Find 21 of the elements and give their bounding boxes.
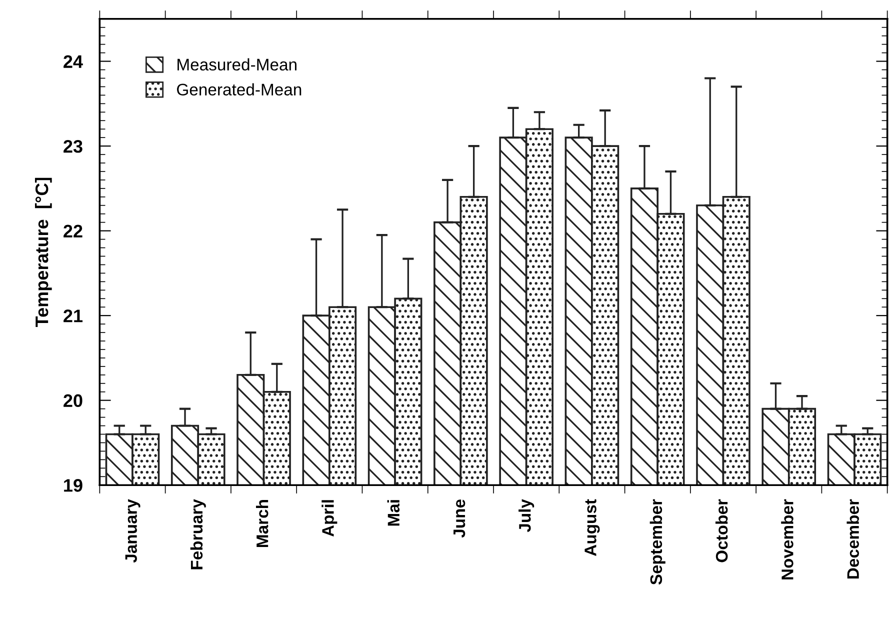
y-tick-label: 21 [64, 310, 83, 322]
x-tick-label: March [256, 500, 268, 547]
x-tick-label: January [125, 499, 140, 563]
x-tick-label: August [584, 499, 600, 556]
x-tick-label: April [322, 500, 338, 537]
y-tick-label: 20 [64, 394, 82, 408]
y-axis-title: Temperature [°C] [34, 178, 52, 327]
x-tick-label: November [781, 499, 794, 580]
x-tick-label: June [454, 500, 466, 538]
legend-label: Generated-Mean [177, 83, 302, 96]
legend-label: Measured-Mean [178, 58, 296, 71]
x-tick-label: February [190, 499, 206, 570]
y-tick-label: 22 [64, 224, 82, 238]
x-tick-label: July [518, 499, 534, 532]
x-tick-label: December [846, 499, 859, 578]
y-tick-label: 24 [64, 55, 83, 68]
y-tick-label: 19 [64, 479, 82, 492]
x-tick-label: Mai [387, 500, 400, 526]
y-tick-label: 23 [64, 140, 82, 153]
x-tick-label: October [715, 499, 728, 562]
x-tick-label: September [650, 499, 666, 585]
